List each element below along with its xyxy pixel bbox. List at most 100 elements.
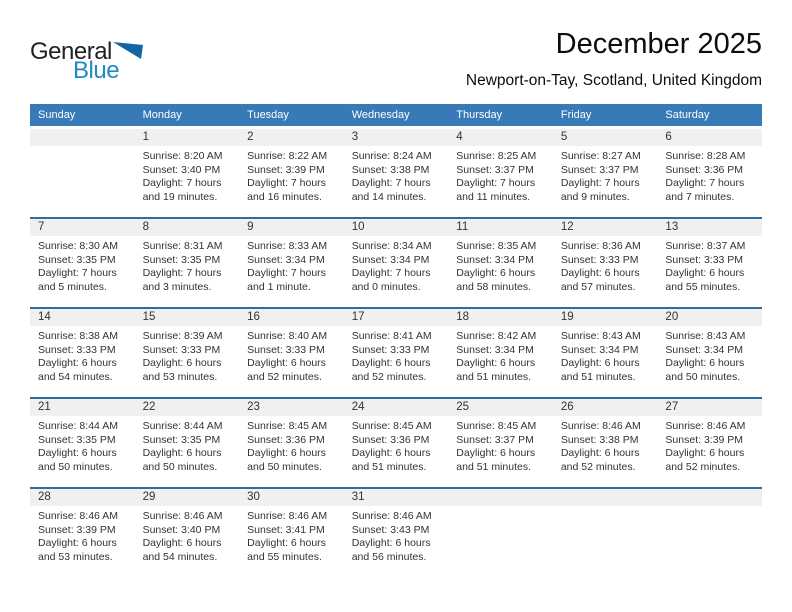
empty-day-band (30, 129, 135, 146)
day-number: 26 (552, 399, 658, 416)
daylight-line: Daylight: 6 hours and 50 minutes. (665, 357, 745, 383)
sunset-line: Sunset: 3:38 PM (560, 433, 639, 446)
daylight-line: Daylight: 6 hours and 56 minutes. (351, 537, 431, 563)
day-cell-20: 20 Sunrise: 8:43 AM Sunset: 3:34 PM Dayligh… (657, 309, 762, 395)
weekday-header-sunday: Sunday (38, 109, 76, 121)
day-number: 17 (343, 309, 449, 326)
daylight-line: Daylight: 7 hours and 9 minutes. (560, 177, 640, 203)
day-cell-16: 16 Sunrise: 8:40 AM Sunset: 3:33 PM Dayligh… (239, 309, 344, 395)
sunrise-line: Sunrise: 8:25 AM (456, 150, 537, 162)
sunrise-line: Sunrise: 8:22 AM (247, 150, 328, 162)
empty-day-cell (552, 489, 658, 575)
sunset-line: Sunset: 3:39 PM (665, 433, 744, 446)
day-number: 21 (30, 399, 135, 416)
day-cell-14: 14 Sunrise: 8:38 AM Sunset: 3:33 PM Dayligh… (30, 309, 135, 395)
sunset-line: Sunset: 3:37 PM (456, 433, 534, 446)
daylight-line: Daylight: 6 hours and 52 minutes. (665, 447, 745, 473)
day-details: Sunrise: 8:38 AM Sunset: 3:33 PM Daylight:… (30, 326, 135, 384)
general-blue-logo: General Blue (30, 40, 150, 83)
sunrise-line: Sunrise: 8:35 AM (456, 240, 537, 252)
empty-day-band (552, 489, 658, 506)
sunrise-line: Sunrise: 8:43 AM (665, 330, 746, 342)
sunrise-line: Sunrise: 8:45 AM (351, 420, 432, 432)
week-row: 1 Sunrise: 8:20 AM Sunset: 3:40 PM Daylight… (30, 129, 762, 215)
daylight-line: Daylight: 7 hours and 16 minutes. (247, 177, 326, 203)
day-cell-13: 13 Sunrise: 8:37 AM Sunset: 3:33 PM Dayligh… (657, 219, 762, 305)
day-number: 15 (134, 309, 240, 326)
daylight-line: Daylight: 7 hours and 1 minute. (247, 267, 326, 293)
sunset-line: Sunset: 3:34 PM (560, 343, 639, 356)
day-number: 20 (657, 309, 762, 326)
week-row: 14 Sunrise: 8:38 AM Sunset: 3:33 PM Dayligh… (30, 307, 762, 395)
day-number: 11 (448, 219, 553, 236)
daylight-line: Daylight: 6 hours and 53 minutes. (142, 357, 222, 383)
sunrise-line: Sunrise: 8:39 AM (142, 330, 223, 342)
day-cell-29: 29 Sunrise: 8:46 AM Sunset: 3:40 PM Dayligh… (134, 489, 240, 575)
sunset-line: Sunset: 3:35 PM (38, 433, 116, 446)
day-details: Sunrise: 8:43 AM Sunset: 3:34 PM Daylight:… (657, 326, 762, 384)
empty-day-band (657, 489, 762, 506)
day-details: Sunrise: 8:22 AM Sunset: 3:39 PM Daylight:… (239, 146, 344, 204)
day-details: Sunrise: 8:39 AM Sunset: 3:33 PM Daylight:… (135, 326, 240, 384)
sunset-line: Sunset: 3:33 PM (351, 343, 430, 356)
weekday-header-tuesday: Tuesday (247, 109, 289, 121)
day-number: 30 (239, 489, 344, 506)
daylight-line: Daylight: 6 hours and 51 minutes. (456, 357, 536, 383)
day-details: Sunrise: 8:36 AM Sunset: 3:33 PM Daylight:… (553, 236, 658, 294)
day-cell-26: 26 Sunrise: 8:46 AM Sunset: 3:38 PM Dayligh… (552, 399, 658, 485)
day-number: 6 (657, 129, 762, 146)
day-cell-15: 15 Sunrise: 8:39 AM Sunset: 3:33 PM Dayligh… (134, 309, 240, 395)
day-number: 14 (30, 309, 135, 326)
sunrise-line: Sunrise: 8:38 AM (38, 330, 118, 342)
sunset-line: Sunset: 3:34 PM (351, 253, 430, 266)
day-details: Sunrise: 8:37 AM Sunset: 3:33 PM Daylight:… (657, 236, 762, 294)
sunrise-line: Sunrise: 8:30 AM (38, 240, 118, 252)
day-cell-12: 12 Sunrise: 8:36 AM Sunset: 3:33 PM Dayligh… (552, 219, 658, 305)
sunrise-line: Sunrise: 8:24 AM (351, 150, 432, 162)
daylight-line: Daylight: 6 hours and 52 minutes. (560, 447, 640, 473)
sunrise-line: Sunrise: 8:40 AM (247, 330, 328, 342)
sunrise-line: Sunrise: 8:20 AM (142, 150, 223, 162)
weekday-header-friday: Friday (560, 109, 592, 121)
sunrise-line: Sunrise: 8:44 AM (142, 420, 223, 432)
weekday-header-thursday: Thursday (456, 109, 503, 121)
sunset-line: Sunset: 3:35 PM (38, 253, 116, 266)
day-details: Sunrise: 8:46 AM Sunset: 3:41 PM Daylight:… (239, 506, 344, 564)
daylight-line: Daylight: 6 hours and 53 minutes. (38, 537, 117, 563)
week-row: 7 Sunrise: 8:30 AM Sunset: 3:35 PM Daylight… (30, 217, 762, 305)
day-details: Sunrise: 8:45 AM Sunset: 3:37 PM Daylight:… (448, 416, 553, 474)
day-number: 23 (239, 399, 344, 416)
day-details: Sunrise: 8:27 AM Sunset: 3:37 PM Daylight:… (553, 146, 658, 204)
day-details: Sunrise: 8:40 AM Sunset: 3:33 PM Daylight:… (239, 326, 344, 384)
sunrise-line: Sunrise: 8:46 AM (351, 510, 432, 522)
sunset-line: Sunset: 3:35 PM (142, 253, 221, 266)
week-row: 28 Sunrise: 8:46 AM Sunset: 3:39 PM Dayligh… (30, 487, 762, 575)
sunset-line: Sunset: 3:37 PM (560, 163, 639, 176)
day-number: 3 (343, 129, 449, 146)
sunset-line: Sunset: 3:33 PM (38, 343, 116, 356)
day-number: 31 (343, 489, 449, 506)
day-cell-8: 8 Sunrise: 8:31 AM Sunset: 3:35 PM Daylight… (134, 219, 240, 305)
day-details: Sunrise: 8:41 AM Sunset: 3:33 PM Daylight:… (344, 326, 449, 384)
daylight-line: Daylight: 6 hours and 54 minutes. (38, 357, 117, 383)
day-details: Sunrise: 8:46 AM Sunset: 3:39 PM Daylight:… (30, 506, 135, 564)
day-details: Sunrise: 8:43 AM Sunset: 3:34 PM Daylight:… (553, 326, 658, 384)
weekday-header-saturday: Saturday (665, 109, 710, 121)
daylight-line: Daylight: 6 hours and 52 minutes. (247, 357, 326, 383)
sunrise-line: Sunrise: 8:41 AM (351, 330, 432, 342)
page-subtitle: Newport-on-Tay, Scotland, United Kingdom (465, 72, 762, 89)
daylight-line: Daylight: 6 hours and 52 minutes. (351, 357, 431, 383)
day-details: Sunrise: 8:30 AM Sunset: 3:35 PM Daylight:… (30, 236, 135, 294)
sunset-line: Sunset: 3:35 PM (142, 433, 221, 446)
sunset-line: Sunset: 3:39 PM (247, 163, 325, 176)
sunset-line: Sunset: 3:36 PM (247, 433, 325, 446)
day-number: 1 (134, 129, 240, 146)
day-number: 24 (343, 399, 449, 416)
day-cell-10: 10 Sunrise: 8:34 AM Sunset: 3:34 PM Dayligh… (343, 219, 449, 305)
daylight-line: Daylight: 6 hours and 57 minutes. (560, 267, 640, 293)
day-details: Sunrise: 8:33 AM Sunset: 3:34 PM Daylight:… (239, 236, 344, 294)
daylight-line: Daylight: 6 hours and 50 minutes. (247, 447, 326, 473)
title-block: December 2025 Newport-on-Tay, Scotland, … (466, 28, 762, 90)
day-cell-17: 17 Sunrise: 8:41 AM Sunset: 3:33 PM Dayligh… (343, 309, 449, 395)
daylight-line: Daylight: 6 hours and 54 minutes. (142, 537, 222, 563)
